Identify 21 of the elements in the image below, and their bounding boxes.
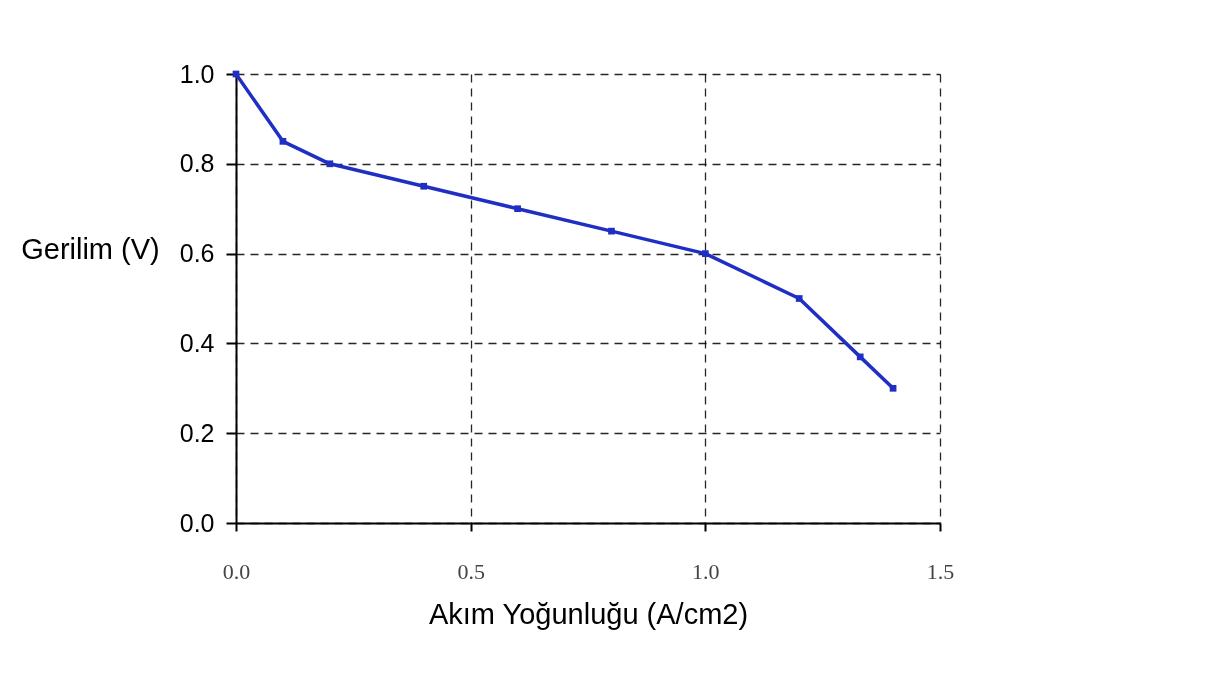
point (608, 227, 615, 235)
point (514, 205, 521, 213)
y-tick-label: 0.4 (179, 328, 215, 357)
point (326, 160, 334, 168)
point (856, 353, 864, 361)
y-axis-title: Gerilim (V) (21, 232, 160, 265)
point (701, 250, 709, 257)
point (420, 182, 428, 190)
point (889, 384, 897, 392)
x-tick-label: 1.5 (926, 558, 955, 584)
y-tick-label: 1.0 (179, 59, 215, 88)
y-tick-label: 0.6 (179, 239, 215, 268)
x-tick-label: 0.5 (457, 558, 485, 584)
x-axis-title: Akım Yoğunluğu (A/cm2) (428, 597, 749, 630)
x-tick-label: 0.0 (222, 558, 251, 584)
x-tick-label: 1.0 (692, 558, 720, 584)
point (795, 295, 803, 302)
point (279, 138, 287, 145)
y-tick-label: 0.2 (179, 418, 215, 447)
y-tick-label: 0.8 (179, 149, 215, 178)
y-tick-label: 0.0 (179, 508, 215, 537)
